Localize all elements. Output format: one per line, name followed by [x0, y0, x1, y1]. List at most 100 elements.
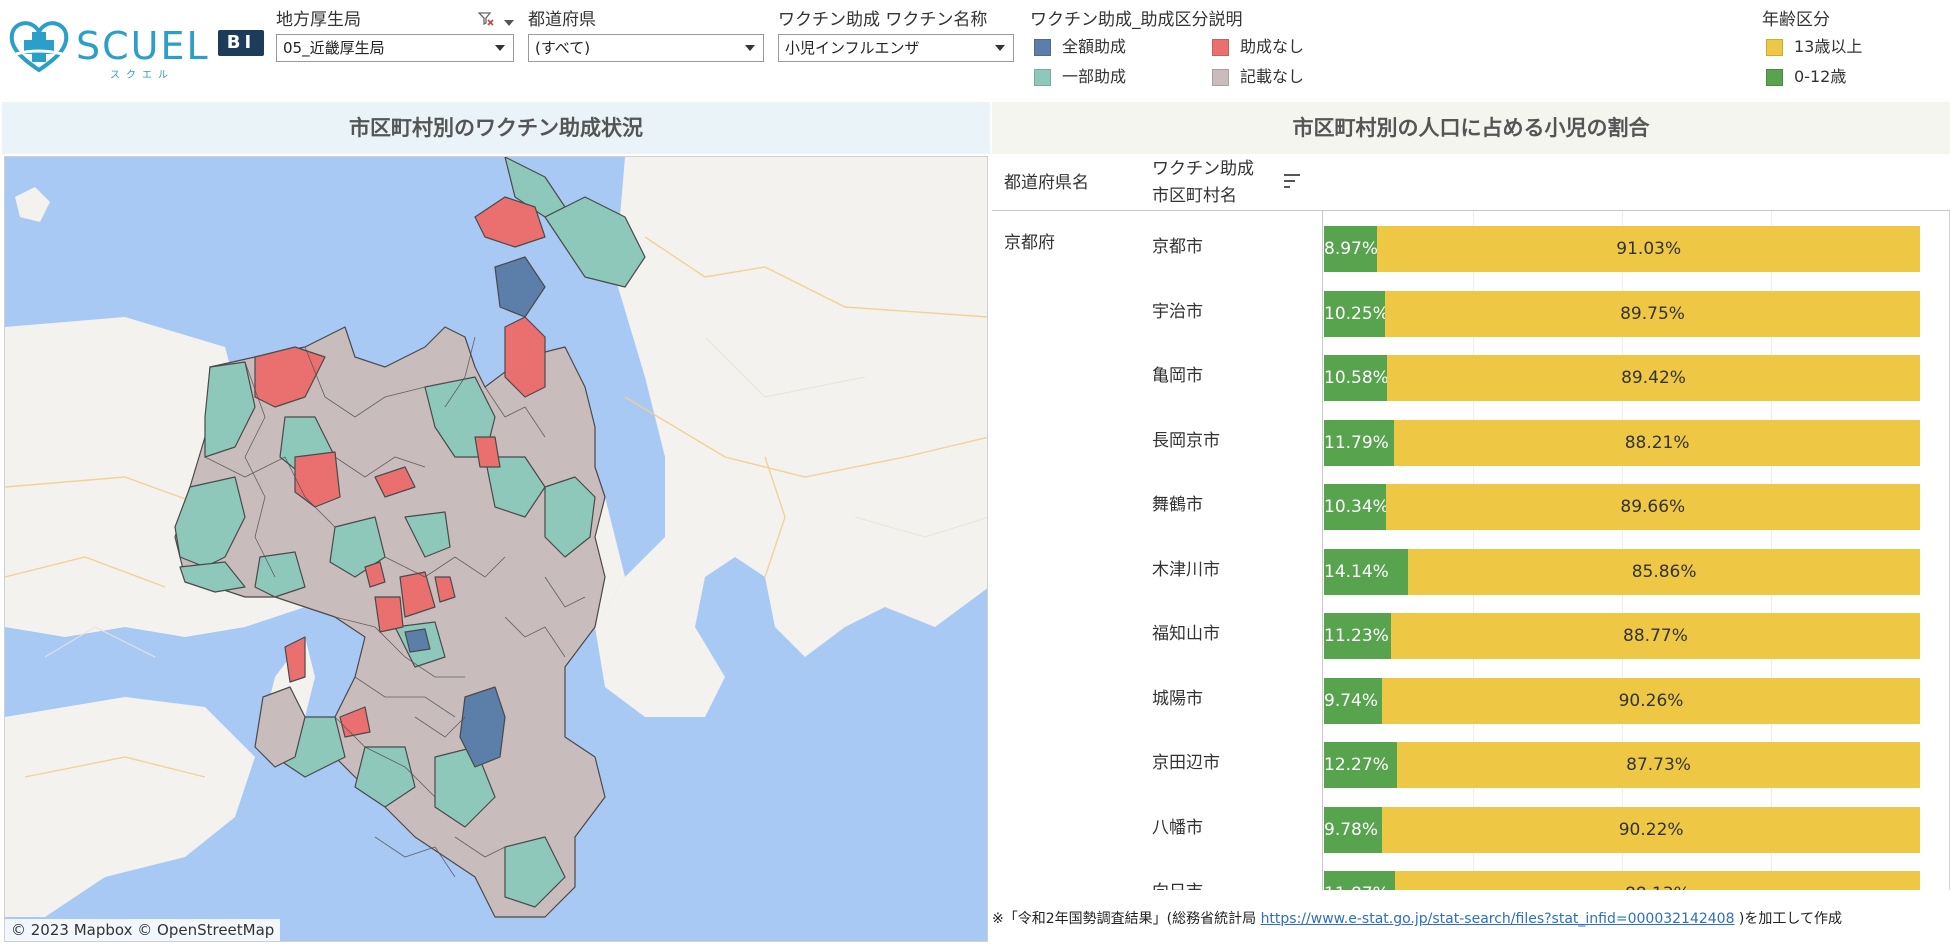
stacked-bar[interactable]: 10.25% 89.75% [1324, 290, 1920, 337]
bar-segment-13-plus[interactable]: 90.22% [1382, 806, 1920, 853]
bar-segment-0-12[interactable]: 9.78% [1324, 806, 1383, 853]
region-partial [404, 511, 451, 558]
filter-menu-chevron-icon[interactable] [504, 19, 514, 26]
stacked-bar[interactable]: 10.58% 89.42% [1324, 355, 1920, 401]
chevron-down-icon [745, 45, 755, 51]
bar-segment-13-plus[interactable]: 89.75% [1385, 290, 1920, 337]
bar-segment-13-plus[interactable]: 88.77% [1390, 613, 1920, 659]
bar-segment-0-12[interactable]: 11.23% [1324, 613, 1391, 659]
region-none [474, 436, 501, 468]
land-small-island [15, 187, 50, 222]
legend-swatch [1034, 39, 1051, 56]
prefecture-cell: 京都府 [1004, 233, 1055, 253]
bar-segment-13-plus[interactable]: 88.13% [1394, 871, 1920, 890]
region-none [254, 346, 326, 408]
bar-segment-0-12[interactable]: 8.97% [1324, 226, 1378, 272]
stacked-bar[interactable]: 9.74% 90.26% [1324, 677, 1920, 724]
vaccine-name-filter: ワクチン助成 ワクチン名称 小児インフルエンザ [778, 8, 1014, 62]
regional-bureau-value: 05_近畿厚生局 [283, 39, 385, 57]
region-full [404, 628, 431, 653]
bar-segment-13-plus[interactable]: 91.03% [1377, 226, 1920, 272]
bar-segment-0-12[interactable]: 9.74% [1324, 677, 1383, 724]
table-row[interactable]: 向日市 11.87%88.13% [992, 863, 1950, 890]
bar-segment-13-plus[interactable]: 89.66% [1385, 484, 1920, 530]
table-row[interactable]: 京都市 8.97% 91.03% [992, 218, 1950, 282]
source-link[interactable]: https://www.e-stat.go.jp/stat-search/fil… [1260, 911, 1735, 927]
col-header-city-line2[interactable]: 市区町村名 [1152, 186, 1237, 206]
table-row[interactable]: 亀岡市 10.58% 89.42% [992, 347, 1950, 411]
table-row[interactable]: 宇治市 10.25% 89.75% [992, 283, 1950, 347]
legend-label: 0-12歳 [1794, 67, 1847, 86]
vaccine-name-value: 小児インフルエンザ [785, 39, 920, 57]
stacked-bar[interactable]: 10.34% 89.66% [1324, 484, 1920, 530]
dashboard-header: SCUEL スクエル BI 地方厚生局 05_近畿厚生局 都道府県 (すべて) [0, 0, 1950, 100]
city-name: 向日市 [1152, 877, 1203, 890]
city-name: 城陽市 [1152, 688, 1203, 709]
bar-segment-13-plus[interactable]: 87.73% [1397, 742, 1920, 788]
age-legend: 年齢区分 13歳以上 0-12歳 [1762, 8, 1942, 94]
source-footnote: ※「令和2年国勢調査結果」(総務省統計局 https://www.e-stat.… [992, 908, 1842, 928]
table-row[interactable]: 福知山市 11.23% 88.77% [992, 605, 1950, 669]
region-full [494, 256, 546, 318]
vaccine-name-select[interactable]: 小児インフルエンザ [778, 34, 1014, 62]
bar-segment-0-12[interactable]: 10.25% [1324, 290, 1389, 337]
col-header-city-line1[interactable]: ワクチン助成 [1152, 159, 1254, 179]
map-canvas[interactable] [5, 157, 988, 942]
stacked-bar[interactable]: 11.79% 88.21% [1324, 419, 1920, 466]
bar-segment-0-12[interactable]: 14.14% [1324, 548, 1409, 595]
age-legend-title: 年齢区分 [1762, 10, 1830, 30]
sort-descending-icon[interactable] [1284, 174, 1302, 190]
table-row[interactable]: 八幡市 9.78% 90.22% [992, 799, 1950, 863]
legend-swatch [1034, 69, 1051, 86]
land-shikoku [5, 697, 255, 917]
scuel-logo[interactable]: SCUEL スクエル BI [6, 14, 264, 81]
clear-filter-icon[interactable] [477, 12, 494, 26]
region-partial [544, 196, 646, 288]
footnote-suffix: )を加工して作成 [1734, 911, 1842, 927]
city-name: 長岡京市 [1152, 430, 1220, 451]
table-row[interactable]: 城陽市 9.74% 90.26% [992, 670, 1950, 734]
region-none [284, 636, 306, 683]
bar-segment-0-12[interactable]: 10.58% [1324, 355, 1389, 401]
bar-segment-13-plus[interactable]: 85.86% [1408, 548, 1920, 595]
stacked-bar[interactable]: 14.14% 85.86% [1324, 548, 1920, 595]
city-name: 京都市 [1152, 237, 1203, 257]
subsidy-map[interactable]: © 2023 Mapbox © OpenStreetMap [4, 156, 988, 942]
bar-segment-13-plus[interactable]: 90.26% [1382, 677, 1920, 724]
city-name: 京田辺市 [1152, 753, 1220, 773]
legend-label: 記載なし [1240, 67, 1305, 86]
regional-bureau-select[interactable]: 05_近畿厚生局 [276, 34, 514, 62]
table-row[interactable]: 長岡京市 11.79% 88.21% [992, 412, 1950, 476]
region-none [374, 466, 416, 498]
table-row[interactable]: 京田辺市 12.27% 87.73% [992, 734, 1950, 798]
city-name: 舞鶴市 [1152, 495, 1203, 515]
chevron-down-icon [495, 45, 505, 51]
table-row[interactable]: 舞鶴市 10.34% 89.66% [992, 476, 1950, 540]
bar-segment-0-12[interactable]: 11.87% [1324, 871, 1395, 890]
subsidy-legend: ワクチン助成_助成区分説明 全額助成 助成なし 一部助成 記載なし [1030, 8, 1330, 94]
stacked-bar[interactable]: 12.27% 87.73% [1324, 742, 1920, 788]
prefecture-label: 都道府県 [528, 10, 596, 30]
bar-segment-13-plus[interactable]: 89.42% [1387, 355, 1920, 401]
region-partial [179, 561, 246, 593]
legend-label: 助成なし [1240, 37, 1305, 56]
bar-segment-0-12[interactable]: 12.27% [1324, 742, 1398, 788]
bar-segment-0-12[interactable]: 11.79% [1324, 419, 1395, 466]
city-name: 木津川市 [1152, 559, 1220, 580]
region-partial [254, 551, 306, 598]
region-partial [484, 456, 546, 518]
bar-segment-13-plus[interactable]: 88.21% [1394, 419, 1920, 466]
stacked-bar[interactable]: 11.23% 88.77% [1324, 613, 1920, 659]
heart-cross-logo-icon [9, 21, 69, 73]
vaccine-name-label: ワクチン助成 ワクチン名称 [778, 10, 988, 30]
legend-label: 13歳以上 [1794, 37, 1863, 56]
col-header-prefecture[interactable]: 都道府県名 [1004, 173, 1089, 193]
city-name: 八幡市 [1152, 817, 1203, 838]
bi-badge: BI [218, 30, 264, 56]
stacked-bar[interactable]: 11.87%88.13% [1324, 871, 1920, 890]
table-row[interactable]: 木津川市 14.14% 85.86% [992, 541, 1950, 605]
stacked-bar[interactable]: 8.97% 91.03% [1324, 226, 1920, 272]
bar-segment-0-12[interactable]: 10.34% [1324, 484, 1389, 530]
stacked-bar[interactable]: 9.78% 90.22% [1324, 806, 1920, 853]
prefecture-select[interactable]: (すべて) [528, 34, 764, 62]
